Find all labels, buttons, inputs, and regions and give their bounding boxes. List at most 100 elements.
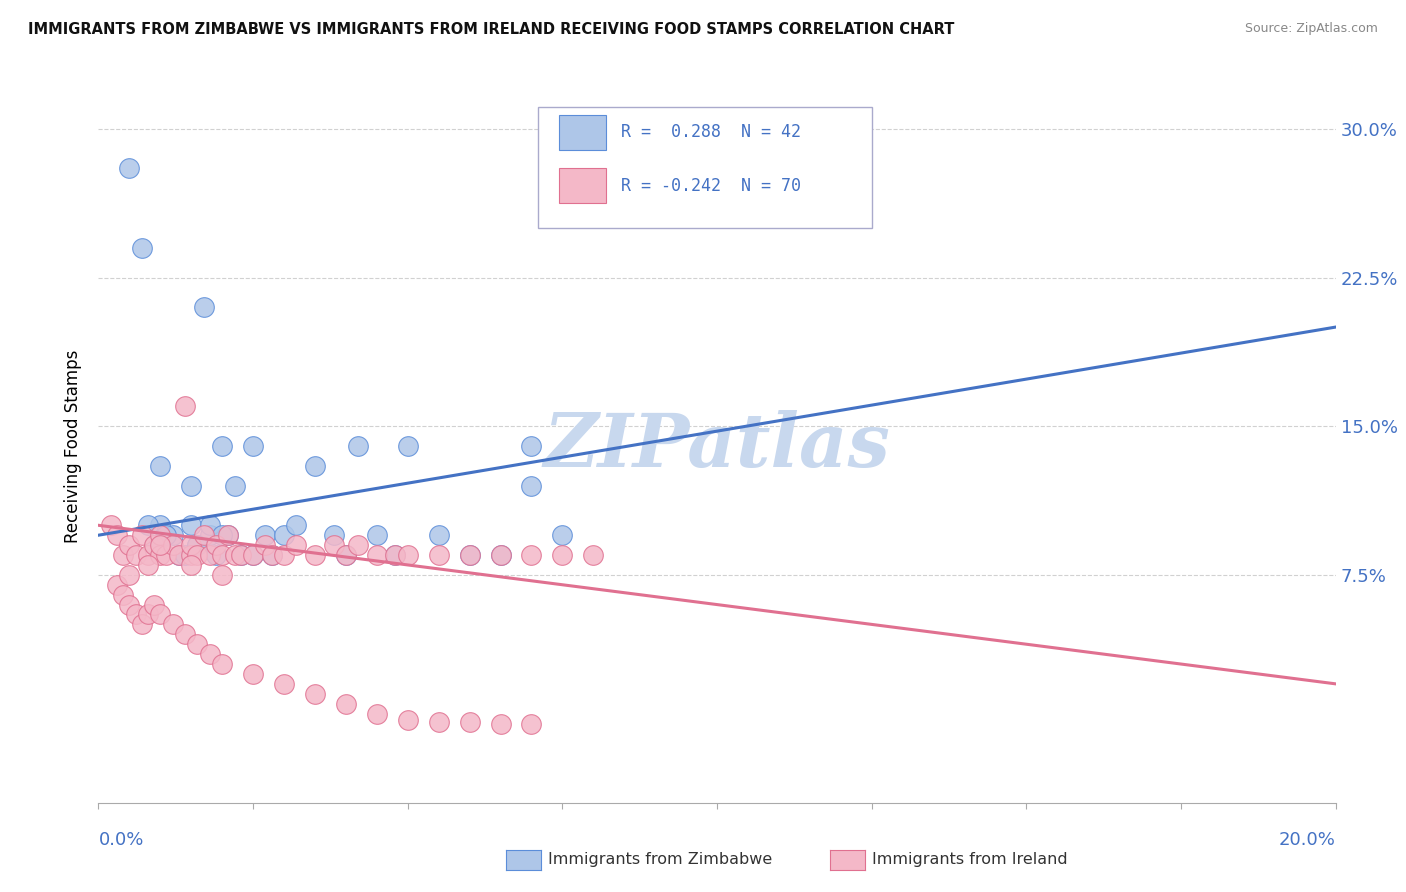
Text: ZIPatlas: ZIPatlas — [544, 409, 890, 483]
Point — [131, 528, 153, 542]
Point — [458, 714, 481, 729]
Point — [174, 400, 197, 414]
Point — [131, 241, 153, 255]
Point — [174, 548, 197, 562]
Point — [458, 548, 481, 562]
Point — [224, 548, 246, 562]
Point — [285, 538, 308, 552]
Point — [396, 439, 419, 453]
Point — [180, 478, 202, 492]
Point — [520, 716, 543, 731]
FancyBboxPatch shape — [558, 169, 606, 203]
Point — [118, 161, 141, 176]
Point — [136, 548, 159, 562]
Point — [198, 647, 221, 661]
Point — [155, 528, 177, 542]
Point — [304, 548, 326, 562]
Point — [322, 538, 344, 552]
Point — [242, 548, 264, 562]
Point — [118, 538, 141, 552]
Point — [124, 548, 146, 562]
Point — [384, 548, 406, 562]
Y-axis label: Receiving Food Stamps: Receiving Food Stamps — [65, 350, 83, 542]
Point — [582, 548, 605, 562]
Point — [174, 627, 197, 641]
Text: R = -0.242  N = 70: R = -0.242 N = 70 — [620, 177, 800, 194]
Point — [489, 716, 512, 731]
Point — [273, 548, 295, 562]
Point — [149, 548, 172, 562]
Point — [149, 607, 172, 622]
Point — [520, 439, 543, 453]
Point — [180, 518, 202, 533]
Point — [551, 548, 574, 562]
Point — [193, 528, 215, 542]
Point — [229, 548, 252, 562]
Point — [162, 538, 184, 552]
Point — [347, 538, 370, 552]
Point — [136, 607, 159, 622]
Point — [211, 439, 233, 453]
Point — [149, 518, 172, 533]
Point — [118, 567, 141, 582]
Point — [242, 667, 264, 681]
Point — [366, 706, 388, 721]
Point — [273, 677, 295, 691]
Point — [198, 528, 221, 542]
Point — [180, 558, 202, 572]
Point — [186, 637, 208, 651]
Text: Source: ZipAtlas.com: Source: ZipAtlas.com — [1244, 22, 1378, 36]
Point — [304, 687, 326, 701]
Point — [124, 607, 146, 622]
Point — [205, 548, 228, 562]
Text: 20.0%: 20.0% — [1279, 831, 1336, 849]
Point — [162, 617, 184, 632]
Point — [136, 558, 159, 572]
Point — [366, 548, 388, 562]
Point — [198, 548, 221, 562]
Point — [198, 518, 221, 533]
Point — [131, 617, 153, 632]
Point — [427, 528, 450, 542]
Point — [520, 478, 543, 492]
Point — [242, 548, 264, 562]
Point — [155, 548, 177, 562]
Point — [260, 548, 283, 562]
Point — [211, 567, 233, 582]
Point — [335, 697, 357, 711]
Point — [427, 714, 450, 729]
Point — [304, 458, 326, 473]
Point — [335, 548, 357, 562]
Point — [143, 538, 166, 552]
Point — [162, 528, 184, 542]
Point — [551, 528, 574, 542]
Point — [396, 548, 419, 562]
Point — [143, 538, 166, 552]
Point — [211, 548, 233, 562]
Point — [186, 548, 208, 562]
Point — [260, 548, 283, 562]
Point — [149, 538, 172, 552]
Point — [217, 528, 239, 542]
Point — [366, 528, 388, 542]
Point — [427, 548, 450, 562]
Point — [347, 439, 370, 453]
Point — [322, 528, 344, 542]
Point — [211, 657, 233, 671]
Point — [112, 588, 135, 602]
Point — [112, 548, 135, 562]
Point — [149, 528, 172, 542]
Point — [489, 548, 512, 562]
Point — [335, 548, 357, 562]
Text: 0.0%: 0.0% — [98, 831, 143, 849]
Point — [458, 548, 481, 562]
Point — [254, 538, 277, 552]
Point — [105, 528, 128, 542]
Text: IMMIGRANTS FROM ZIMBABWE VS IMMIGRANTS FROM IRELAND RECEIVING FOOD STAMPS CORREL: IMMIGRANTS FROM ZIMBABWE VS IMMIGRANTS F… — [28, 22, 955, 37]
Point — [242, 439, 264, 453]
Point — [217, 528, 239, 542]
Point — [254, 528, 277, 542]
Point — [285, 518, 308, 533]
Point — [180, 548, 202, 562]
FancyBboxPatch shape — [558, 115, 606, 150]
